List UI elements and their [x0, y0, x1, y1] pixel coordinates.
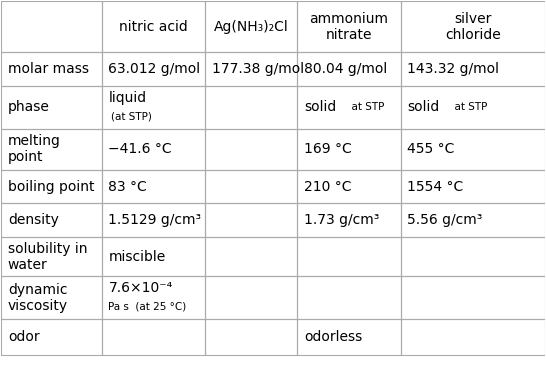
Text: melting
point: melting point — [8, 134, 61, 164]
Bar — [205, 129, 298, 170]
Text: 80.04 g/mol: 80.04 g/mol — [304, 62, 387, 76]
Bar — [401, 276, 544, 319]
Text: solid: solid — [304, 100, 336, 114]
Bar — [298, 86, 401, 129]
Text: odorless: odorless — [304, 330, 362, 344]
Bar — [102, 276, 205, 319]
Text: Pa s  (at 25 °C): Pa s (at 25 °C) — [109, 302, 187, 311]
Text: (at STP): (at STP) — [111, 112, 152, 121]
Text: 5.56 g/cm³: 5.56 g/cm³ — [407, 213, 483, 227]
Bar — [2, 129, 102, 170]
Text: 455 °C: 455 °C — [407, 142, 455, 156]
Text: silver
chloride: silver chloride — [445, 12, 501, 42]
Bar — [298, 276, 401, 319]
Bar — [401, 52, 544, 86]
Bar — [298, 204, 401, 237]
Text: molar mass: molar mass — [8, 62, 89, 76]
Text: boiling point: boiling point — [8, 179, 94, 194]
Text: −41.6 °C: −41.6 °C — [109, 142, 172, 156]
Bar — [298, 129, 401, 170]
Bar — [298, 52, 401, 86]
Text: 177.38 g/mol: 177.38 g/mol — [212, 62, 304, 76]
Bar — [205, 276, 298, 319]
Bar — [2, 86, 102, 129]
Bar — [205, 86, 298, 129]
Bar — [298, 319, 401, 355]
Bar — [401, 170, 544, 204]
Bar — [298, 2, 401, 52]
Bar — [401, 129, 544, 170]
Bar — [205, 319, 298, 355]
Bar — [2, 52, 102, 86]
Bar — [2, 2, 102, 52]
Text: phase: phase — [8, 100, 50, 114]
Text: Ag(NH₃)₂Cl: Ag(NH₃)₂Cl — [214, 20, 289, 34]
Bar — [205, 237, 298, 276]
Bar — [2, 237, 102, 276]
Bar — [2, 319, 102, 355]
Text: 143.32 g/mol: 143.32 g/mol — [407, 62, 499, 76]
Bar — [205, 204, 298, 237]
Bar — [298, 170, 401, 204]
Text: at STP: at STP — [448, 102, 487, 112]
Text: liquid: liquid — [109, 92, 146, 106]
Text: nitric acid: nitric acid — [119, 20, 188, 34]
Text: 1.73 g/cm³: 1.73 g/cm³ — [304, 213, 379, 227]
Bar — [102, 86, 205, 129]
Text: dynamic
viscosity: dynamic viscosity — [8, 283, 68, 313]
Text: solid: solid — [407, 100, 440, 114]
Bar — [102, 129, 205, 170]
Bar — [102, 52, 205, 86]
Bar — [205, 2, 298, 52]
Text: 1.5129 g/cm³: 1.5129 g/cm³ — [109, 213, 201, 227]
Bar — [102, 237, 205, 276]
Text: ammonium
nitrate: ammonium nitrate — [310, 12, 389, 42]
Bar — [298, 237, 401, 276]
Bar — [2, 276, 102, 319]
Text: density: density — [8, 213, 59, 227]
Bar — [2, 170, 102, 204]
Text: solubility in
water: solubility in water — [8, 242, 87, 272]
Text: 210 °C: 210 °C — [304, 179, 352, 194]
Bar — [401, 2, 544, 52]
Bar — [102, 2, 205, 52]
Bar — [102, 170, 205, 204]
Text: miscible: miscible — [109, 250, 165, 264]
Text: at STP: at STP — [345, 102, 384, 112]
Bar — [102, 204, 205, 237]
Bar — [205, 170, 298, 204]
Bar — [401, 86, 544, 129]
Text: 63.012 g/mol: 63.012 g/mol — [109, 62, 200, 76]
Bar — [2, 204, 102, 237]
Bar — [401, 237, 544, 276]
Bar — [102, 319, 205, 355]
Text: 1554 °C: 1554 °C — [407, 179, 464, 194]
Bar — [401, 319, 544, 355]
Bar — [205, 52, 298, 86]
Text: 7.6×10⁻⁴: 7.6×10⁻⁴ — [109, 282, 173, 296]
Text: odor: odor — [8, 330, 39, 344]
Text: 169 °C: 169 °C — [304, 142, 352, 156]
Text: 83 °C: 83 °C — [109, 179, 147, 194]
Bar — [401, 204, 544, 237]
